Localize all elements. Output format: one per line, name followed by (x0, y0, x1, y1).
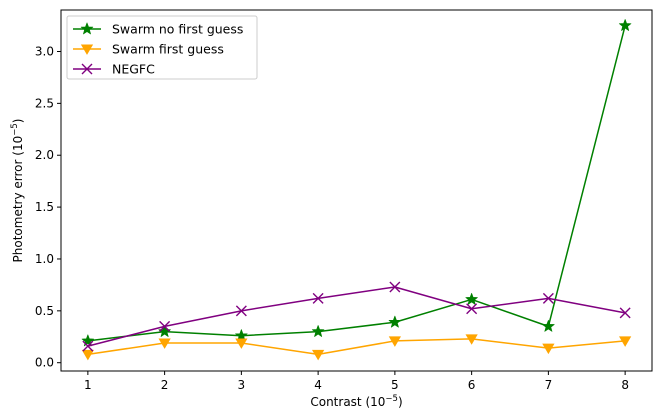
data-point-marker (465, 292, 478, 305)
data-point-marker (311, 349, 325, 361)
series-2 (82, 281, 631, 352)
series-line (87, 286, 626, 347)
data-point-marker (159, 320, 171, 332)
data-point-marker (542, 343, 555, 355)
y-tick-label: 2.5 (35, 96, 54, 110)
x-tick-label: 7 (545, 378, 553, 392)
x-tick-label: 4 (314, 378, 322, 392)
data-point-marker (81, 334, 95, 347)
data-point-marker (619, 336, 632, 347)
x-tick-label: 6 (468, 378, 476, 392)
data-point-marker (388, 336, 402, 347)
data-point-marker (311, 325, 325, 337)
series-0 (81, 19, 632, 347)
data-point-marker (158, 325, 171, 337)
data-point-marker (389, 281, 401, 293)
series-line (87, 25, 626, 342)
legend-marker (80, 44, 94, 55)
y-tick-label: 0.5 (35, 304, 54, 318)
x-axis-label-exponent: −5 (385, 394, 398, 404)
x-tick-label: 1 (84, 378, 92, 392)
data-point-marker (312, 292, 324, 304)
y-tick-label: 0.0 (35, 356, 54, 370)
legend-box (66, 15, 258, 80)
x-axis-label: Contrast (10−5) (310, 394, 402, 409)
data-point-marker (81, 349, 94, 361)
legend-item: Swarm no first guess (73, 22, 243, 37)
x-tick-label: 3 (238, 378, 246, 392)
ticks-layer: 1 2 3 4 5 6 7 8 0.0 0.5 1.0 1.5 2.0 2.5 3.0 (35, 44, 629, 392)
y-tick-label: 1.5 (35, 200, 54, 214)
legend-marker (81, 63, 93, 75)
data-point-marker (235, 305, 247, 317)
data-point-marker (388, 315, 402, 328)
legend-item: Swarm first guess (73, 42, 224, 57)
data-point-marker (82, 340, 94, 352)
data-point-marker (619, 307, 631, 319)
y-axis-label-exponent: −5 (10, 123, 20, 136)
plot-frame (60, 9, 653, 372)
data-point-marker (158, 338, 171, 349)
series-line (87, 338, 626, 356)
series-1 (81, 334, 632, 361)
x-tick-label: 8 (621, 378, 629, 392)
data-point-marker (618, 19, 632, 31)
legend-label: NEGFC (112, 62, 155, 77)
data-point-marker (542, 292, 554, 304)
data-point-marker (542, 319, 555, 332)
y-axis-label-close: ) (11, 119, 25, 124)
legend-label: Swarm no first guess (112, 22, 243, 37)
data-point-marker (235, 338, 248, 349)
y-tick-label: 1.0 (35, 252, 54, 266)
y-axis-label: Photometry error (10−5) (10, 119, 25, 263)
legend: Swarm no first guess Swarm first guess NEG… (66, 15, 258, 80)
data-point-marker (465, 334, 478, 345)
legend-item: NEGFC (73, 62, 155, 77)
legend-marker (80, 22, 94, 35)
y-tick-label: 3.0 (35, 44, 54, 58)
legend-label: Swarm first guess (112, 42, 224, 57)
data-point-marker (466, 303, 478, 315)
x-axis-label-close: ) (398, 395, 403, 409)
data-point-marker (235, 329, 248, 342)
y-tick-label: 2.0 (35, 148, 54, 162)
x-tick-label: 5 (391, 378, 399, 392)
series-layer (81, 19, 632, 361)
x-tick-label: 2 (161, 378, 169, 392)
